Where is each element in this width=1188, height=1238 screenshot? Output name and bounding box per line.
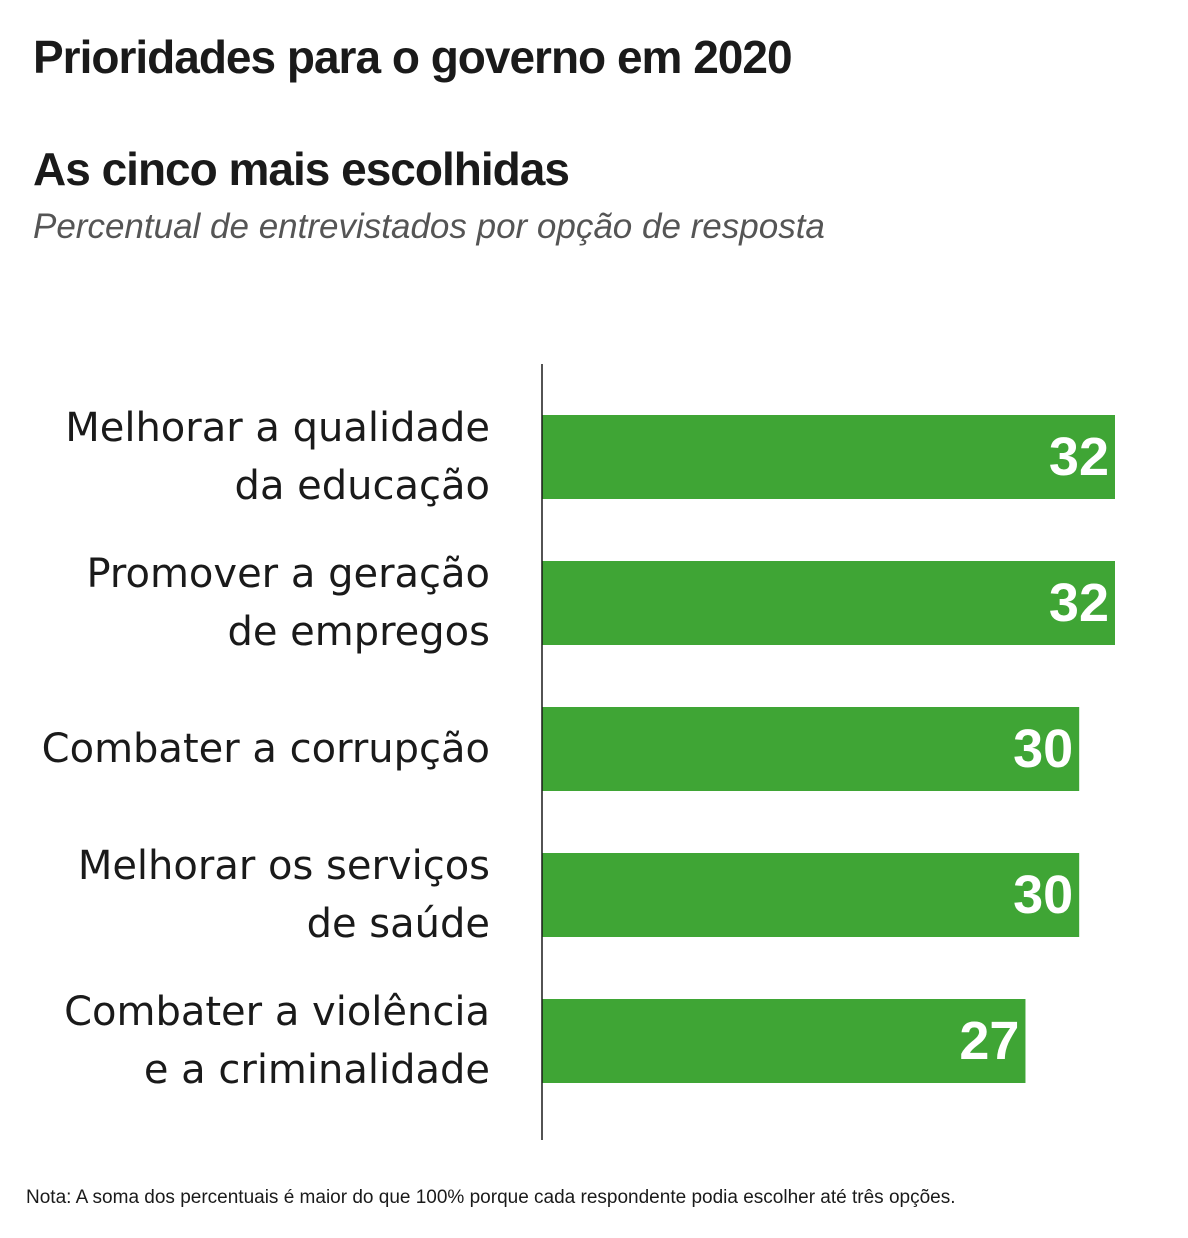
value-label-1: 32 [1049, 427, 1109, 487]
category-label-1-line-2: da educação [235, 463, 490, 509]
bar-4 [542, 853, 1080, 937]
category-label-2-line-2: de empregos [227, 609, 490, 655]
bar-2 [542, 561, 1115, 645]
category-label-4-line-1: Melhorar os serviços [78, 843, 490, 889]
chart-subtitle: As cinco mais escolhidas [33, 143, 570, 195]
category-label-1-line-1: Melhorar a qualidade [65, 405, 490, 451]
category-label-4-line-2: de saúde [307, 901, 490, 947]
bar-1 [542, 415, 1115, 499]
bar-5 [542, 999, 1026, 1083]
category-label-3-line-1: Combater a corrupção [42, 726, 490, 772]
bar-3 [542, 707, 1080, 791]
category-label-5-line-1: Combater a violência [64, 989, 490, 1035]
category-label-5-line-2: e a criminalidade [144, 1047, 490, 1093]
value-label-5: 27 [959, 1011, 1019, 1071]
value-label-3: 30 [1013, 719, 1073, 779]
category-label-2-line-1: Promover a geração [87, 551, 491, 597]
chart-caption: Percentual de entrevistados por opção de… [33, 207, 825, 246]
footnote: Nota: A soma dos percentuais é maior do … [26, 1187, 956, 1208]
value-label-4: 30 [1013, 865, 1073, 925]
chart-title: Prioridades para o governo em 2020 [33, 31, 793, 83]
value-label-2: 32 [1049, 573, 1109, 633]
